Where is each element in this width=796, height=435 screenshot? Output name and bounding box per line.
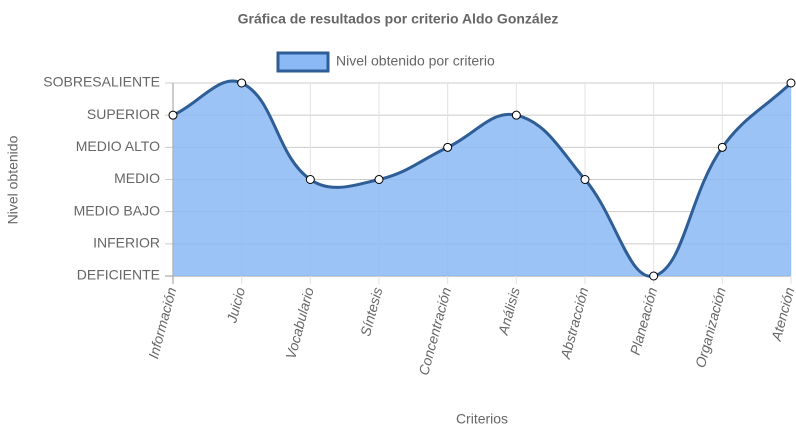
- y-tick-label: MEDIO BAJO: [74, 202, 160, 218]
- x-tick-label: Juicio: [223, 285, 248, 325]
- y-tick-label: SOBRESALIENTE: [43, 74, 160, 90]
- x-tick-label: Organización: [692, 285, 729, 369]
- point: [649, 271, 659, 281]
- legend-label: Nivel obtenido por criterio: [336, 53, 495, 69]
- point: [305, 175, 315, 184]
- x-tick-label: Atención: [768, 285, 796, 343]
- point: [443, 142, 453, 152]
- area: [173, 80, 791, 277]
- point: [237, 78, 247, 88]
- x-tick-label: Información: [145, 285, 179, 360]
- chart-title: Gráfica de resultados por criterio Aldo …: [238, 11, 559, 27]
- point: [511, 110, 521, 120]
- x-tick-label: Planeación: [627, 285, 660, 356]
- y-tick-label: DEFICIENTE: [77, 267, 160, 283]
- x-tick-label: Vocabulario: [282, 285, 317, 360]
- y-tick-label: MEDIO: [114, 170, 160, 186]
- point: [580, 175, 590, 184]
- point: [717, 142, 727, 152]
- legend-swatch: [276, 51, 330, 73]
- line: [172, 79, 793, 278]
- x-tick-label: Concentración: [415, 285, 454, 377]
- y-tick-label: INFERIOR: [93, 235, 160, 251]
- point: [786, 78, 796, 88]
- y-axis-title: Nivel obtenido: [5, 135, 21, 224]
- point: [168, 110, 178, 120]
- x-axis-title: Criterios: [456, 411, 508, 427]
- y-tick-label: SUPERIOR: [87, 106, 160, 122]
- x-tick-label: Síntesis: [357, 286, 385, 338]
- x-tick-label: Análisis: [495, 286, 523, 338]
- point: [374, 175, 384, 184]
- y-tick-label: MEDIO ALTO: [76, 138, 160, 154]
- x-tick-label: Abstracción: [557, 285, 592, 361]
